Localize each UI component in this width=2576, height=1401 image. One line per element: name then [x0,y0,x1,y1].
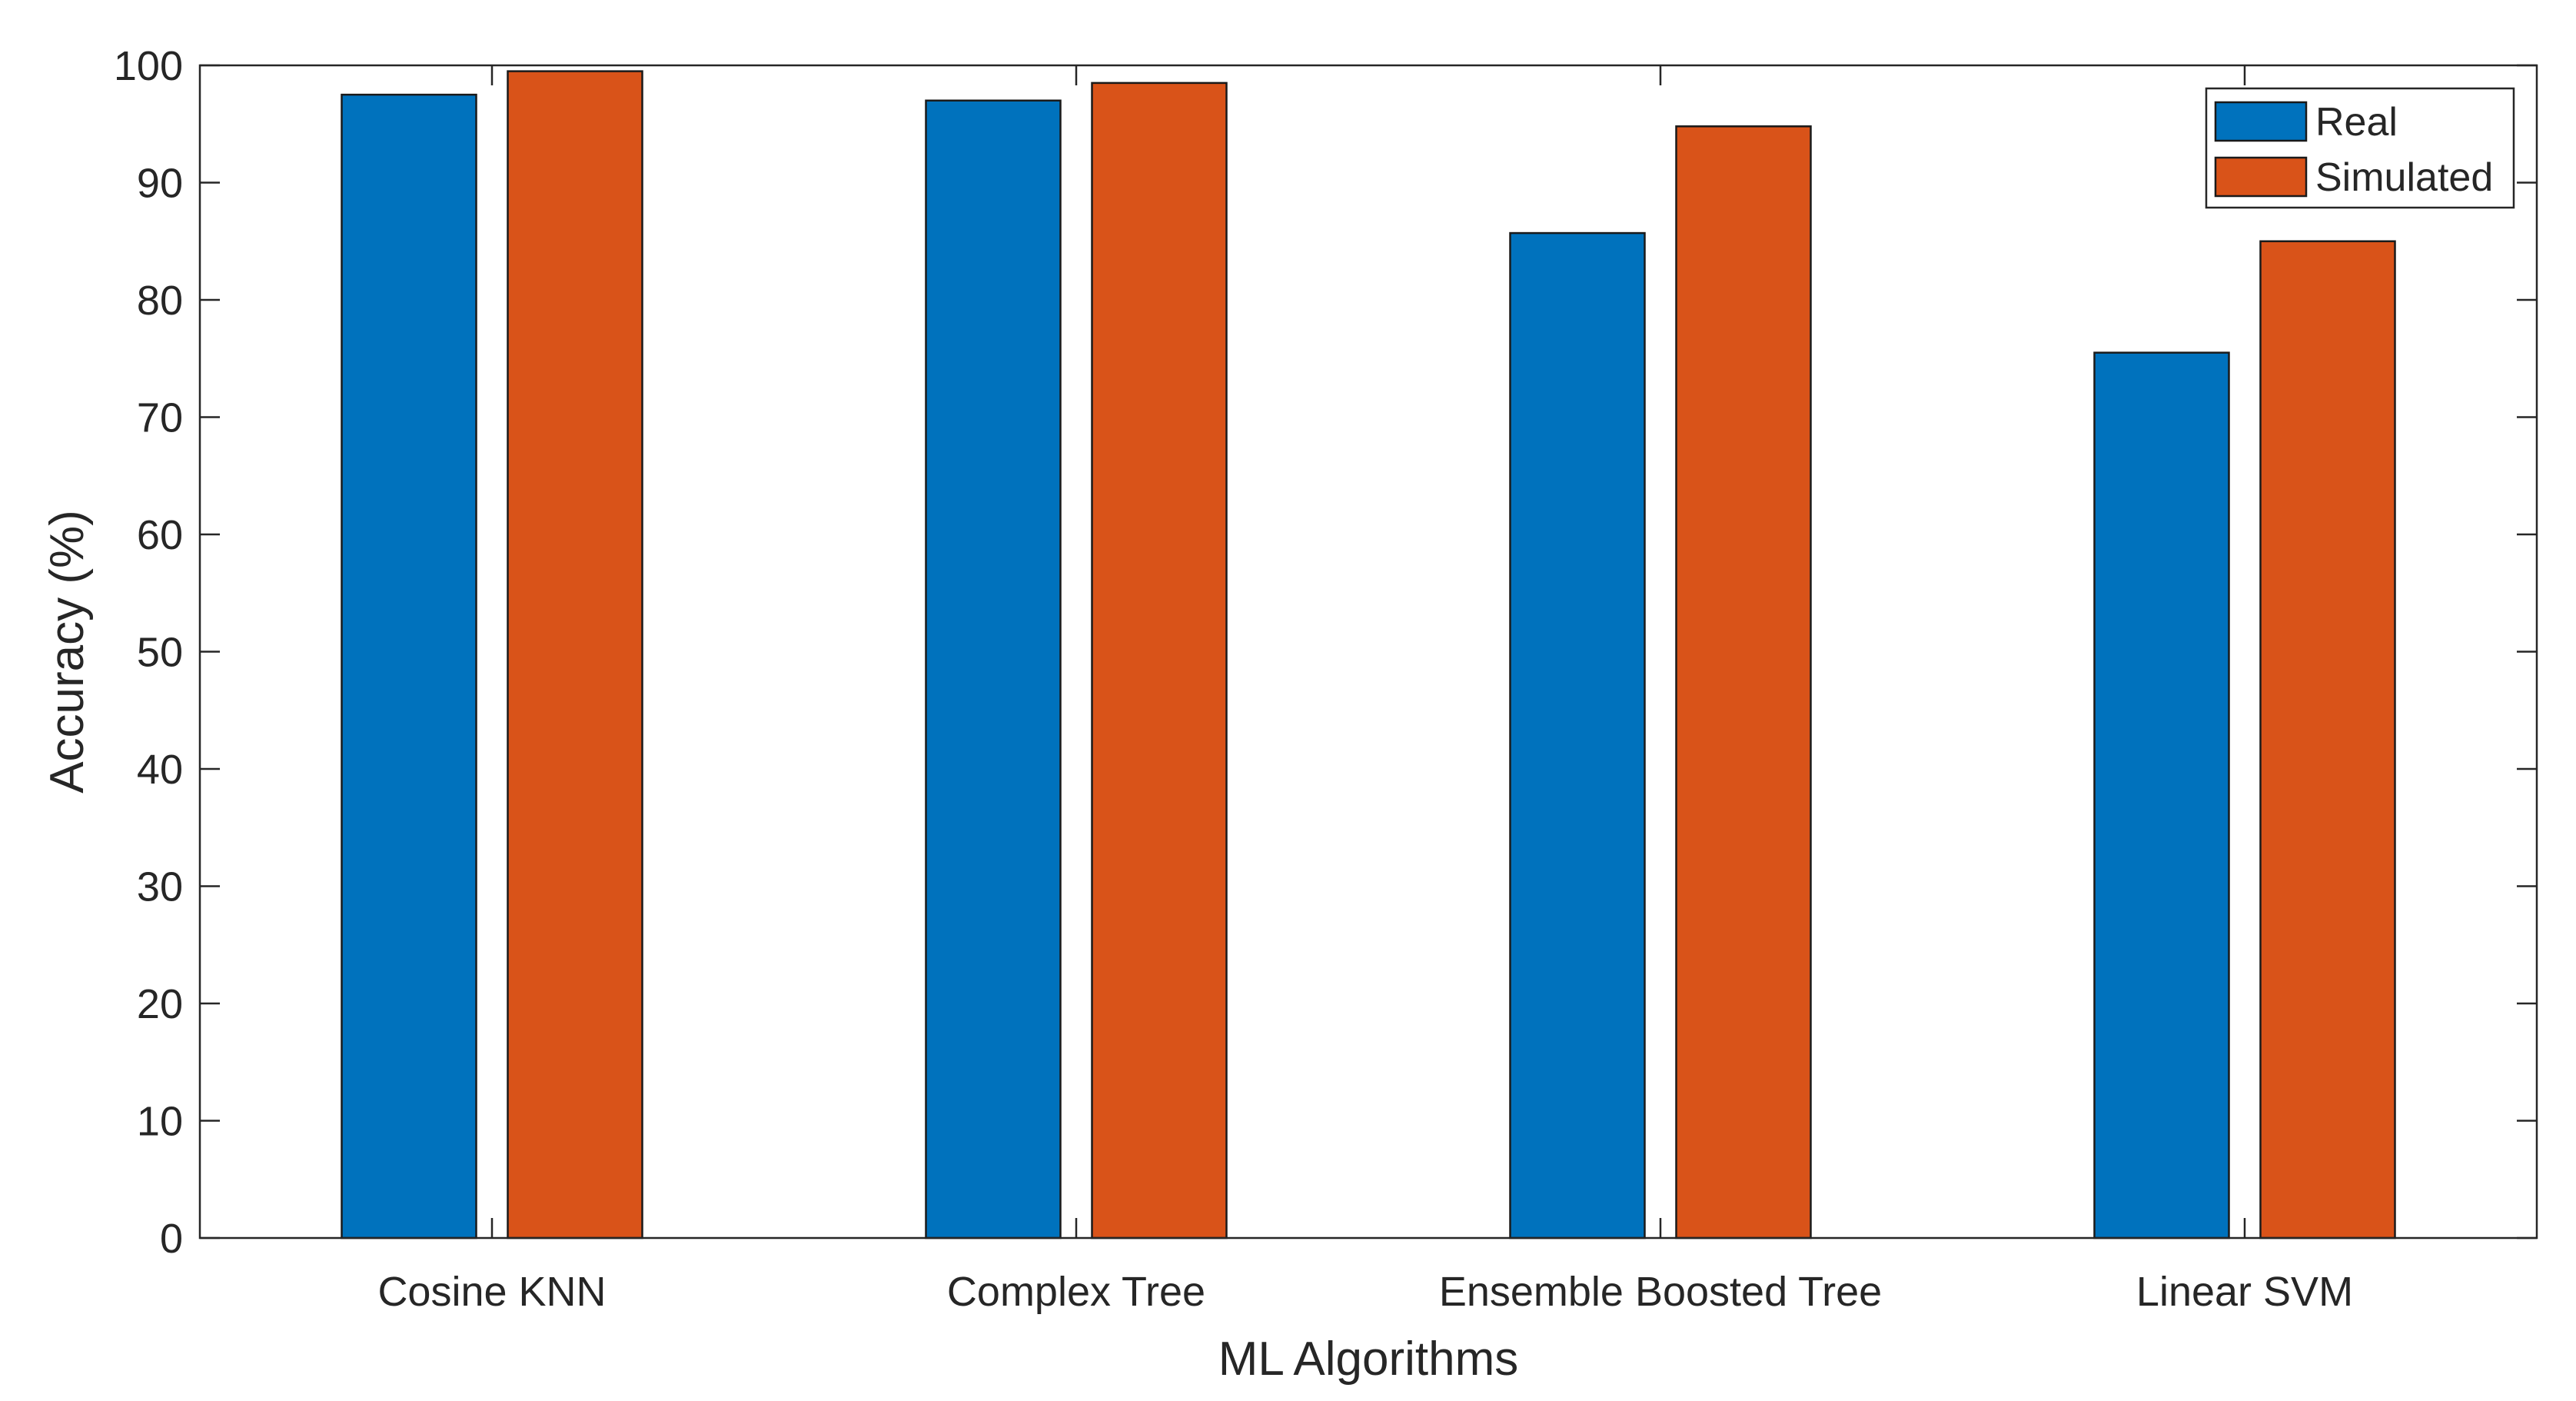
x-axis-title: ML Algorithms [1218,1333,1519,1386]
bar-simulated-3 [1675,125,1812,1240]
x-tick-label-1: Cosine KNN [377,1269,606,1315]
y-tick-label-10: 10 [137,1099,183,1145]
legend-swatch-real [2214,101,2308,142]
plot-frame [198,64,2538,1240]
legend-swatch-simulated [2214,156,2308,198]
y-tick-label-30: 30 [137,864,183,910]
y-tick-label-40: 40 [137,747,183,793]
bar-simulated-2 [1091,82,1228,1240]
y-tick-label-60: 60 [137,512,183,558]
y-tick-label-80: 80 [137,278,183,324]
x-tick-label-2: Complex Tree [947,1269,1205,1315]
legend: Real Simulated [2205,87,2515,209]
y-tick-label-70: 70 [137,395,183,441]
labels-layer: 0 10 20 30 40 50 60 70 80 90 100 Cosine KNN Complex … [114,43,2353,1315]
legend-label-simulated: Simulated [2315,155,2493,200]
bars-layer [341,70,2396,1240]
bar-simulated-4 [2259,240,2396,1240]
legend-label-real: Real [2315,100,2398,145]
bar-real-1 [341,93,477,1240]
bar-simulated-1 [507,70,643,1240]
y-tick-label-0: 0 [160,1216,183,1262]
bar-real-4 [2093,351,2230,1240]
bar-real-2 [925,99,1062,1240]
y-tick-label-50: 50 [137,630,183,676]
y-tick-label-20: 20 [137,981,183,1027]
bar-real-3 [1509,231,1646,1240]
y-tick-label-90: 90 [137,161,183,207]
x-tick-label-4: Linear SVM [2136,1269,2353,1315]
x-tick-label-3: Ensemble Boosted Tree [1439,1269,1882,1315]
y-tick-label-100: 100 [114,43,183,89]
y-axis-title: Accuracy (%) [41,510,94,794]
